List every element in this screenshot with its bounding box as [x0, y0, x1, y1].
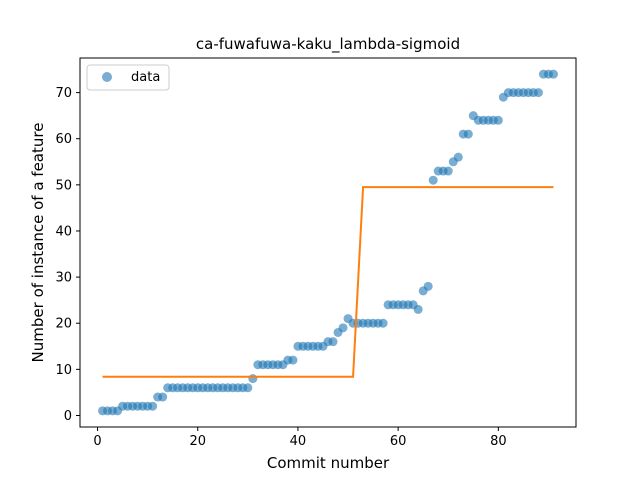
x-axis: 0 20 40 60 80 [93, 427, 507, 449]
data-point [288, 355, 298, 365]
y-tick-label: 20 [55, 317, 72, 332]
data-point [158, 392, 168, 402]
data-point [378, 318, 388, 328]
data-point [248, 374, 258, 384]
x-tick-label: 40 [290, 434, 307, 449]
y-tick-label: 60 [55, 132, 72, 147]
y-tick-label: 0 [64, 409, 72, 424]
data-point [493, 115, 503, 125]
data-point [463, 129, 473, 139]
data-point [423, 281, 433, 291]
data-point [533, 88, 543, 98]
data-point [243, 383, 253, 393]
plot-frame [79, 57, 577, 428]
x-tick-label: 20 [189, 434, 206, 449]
y-tick-label: 30 [55, 271, 72, 286]
data-point [428, 175, 438, 185]
data-point [413, 304, 423, 314]
data-point [548, 69, 558, 79]
y-tick-label: 10 [55, 363, 72, 378]
y-axis-label: Number of instance of a feature [29, 123, 47, 363]
y-axis: 0 10 20 30 40 50 60 70 [55, 86, 80, 424]
legend-marker-data [102, 72, 112, 82]
y-tick-label: 70 [55, 86, 72, 101]
legend-box [86, 64, 170, 91]
plot-content [98, 69, 558, 416]
y-tick-label: 50 [55, 178, 72, 193]
data-point [443, 166, 453, 176]
fit-line [102, 186, 554, 378]
data-point [148, 401, 158, 411]
legend-label-data: data [131, 70, 160, 85]
y-tick-label: 40 [55, 224, 72, 239]
data-point [338, 323, 348, 333]
chart-title: ca-fuwafuwa-kaku_lambda-sigmoid [196, 35, 460, 54]
legend: data [86, 64, 170, 91]
data-point [328, 337, 338, 347]
x-tick-label: 0 [93, 434, 101, 449]
data-point [453, 152, 463, 162]
x-tick-label: 60 [390, 434, 407, 449]
x-axis-label: Commit number [267, 454, 390, 472]
x-tick-label: 80 [490, 434, 507, 449]
